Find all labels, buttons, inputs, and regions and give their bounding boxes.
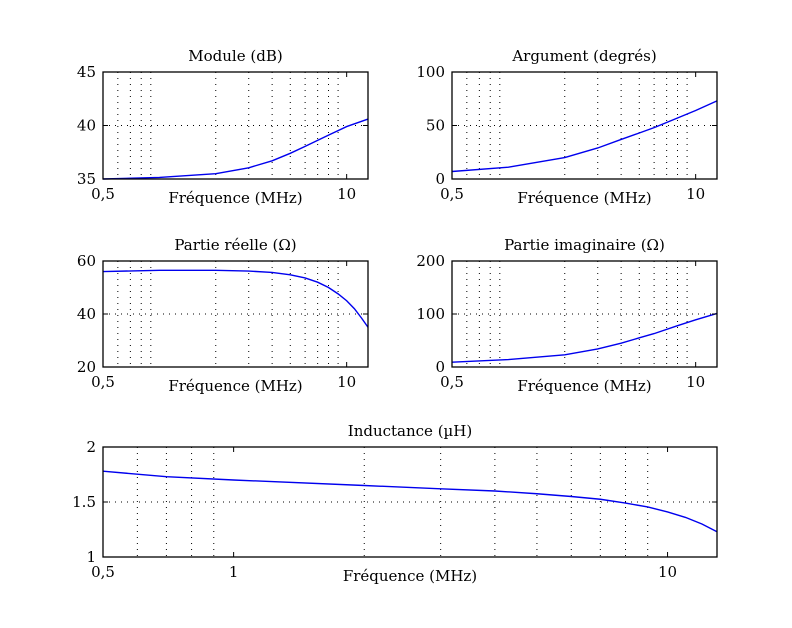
y-tick-label: 40 (77, 117, 96, 135)
chart-title: Argument (degrés) (511, 47, 656, 65)
panel-argument: 0 50 100 0,5 10 Argument (degrés) Fréquence (M… (416, 47, 718, 207)
y-tick-label: 40 (77, 305, 96, 323)
y-tick-label: 200 (416, 252, 445, 270)
y-tick-label: 20 (77, 358, 96, 376)
x-tick-label: 0,5 (440, 373, 464, 391)
x-axis-label: Fréquence (MHz) (517, 189, 651, 207)
y-tick-label: 1 (86, 548, 96, 566)
series-line-module (102, 118, 369, 180)
chart-title: Module (dB) (188, 47, 282, 65)
series-line-inductance (102, 470, 718, 533)
chart-title: Partie réelle (Ω) (174, 236, 296, 254)
series-line-argument (451, 100, 718, 173)
chart-title: Inductance (µH) (348, 422, 472, 440)
y-tick-label: 0 (435, 358, 445, 376)
y-tick-label: 100 (416, 305, 445, 323)
x-tick-label: 0,5 (91, 563, 115, 581)
x-axis-label: Fréquence (MHz) (168, 377, 302, 395)
x-axis-label: Fréquence (MHz) (168, 189, 302, 207)
panel-partie-reelle: 20 40 60 0,5 10 Partie réelle (Ω) Fréquence (M… (77, 236, 369, 395)
y-tick-label: 35 (77, 170, 96, 188)
chart-title: Partie imaginaire (Ω) (504, 236, 665, 254)
y-tick-label: 2 (86, 438, 96, 456)
series-line-partie-imaginaire (451, 312, 718, 363)
x-tick-label: 10 (337, 373, 356, 391)
y-tick-label: 100 (416, 63, 445, 81)
x-tick-label: 1 (229, 563, 239, 581)
y-tick-label: 1.5 (72, 493, 96, 511)
x-tick-label: 10 (337, 185, 356, 203)
panel-module: 35 40 45 0,5 10 Module (dB) Fréquence (MHz) (77, 47, 369, 207)
x-axis-label: Fréquence (MHz) (343, 567, 477, 585)
y-tick-label: 45 (77, 63, 96, 81)
x-tick-label: 10 (658, 563, 677, 581)
x-tick-label: 10 (686, 373, 705, 391)
y-tick-label: 50 (426, 117, 445, 135)
x-tick-label: 0,5 (91, 373, 115, 391)
x-tick-label: 0,5 (440, 185, 464, 203)
series-line-partie-reelle (102, 269, 369, 328)
x-tick-label: 0,5 (91, 185, 115, 203)
y-tick-label: 0 (435, 170, 445, 188)
y-tick-label: 60 (77, 252, 96, 270)
x-axis-label: Fréquence (MHz) (517, 377, 651, 395)
panel-partie-imaginaire: 0 100 200 0,5 10 Partie imaginaire (Ω) Fréquen… (416, 236, 718, 395)
plot-frame (102, 446, 718, 558)
x-tick-label: 10 (686, 185, 705, 203)
